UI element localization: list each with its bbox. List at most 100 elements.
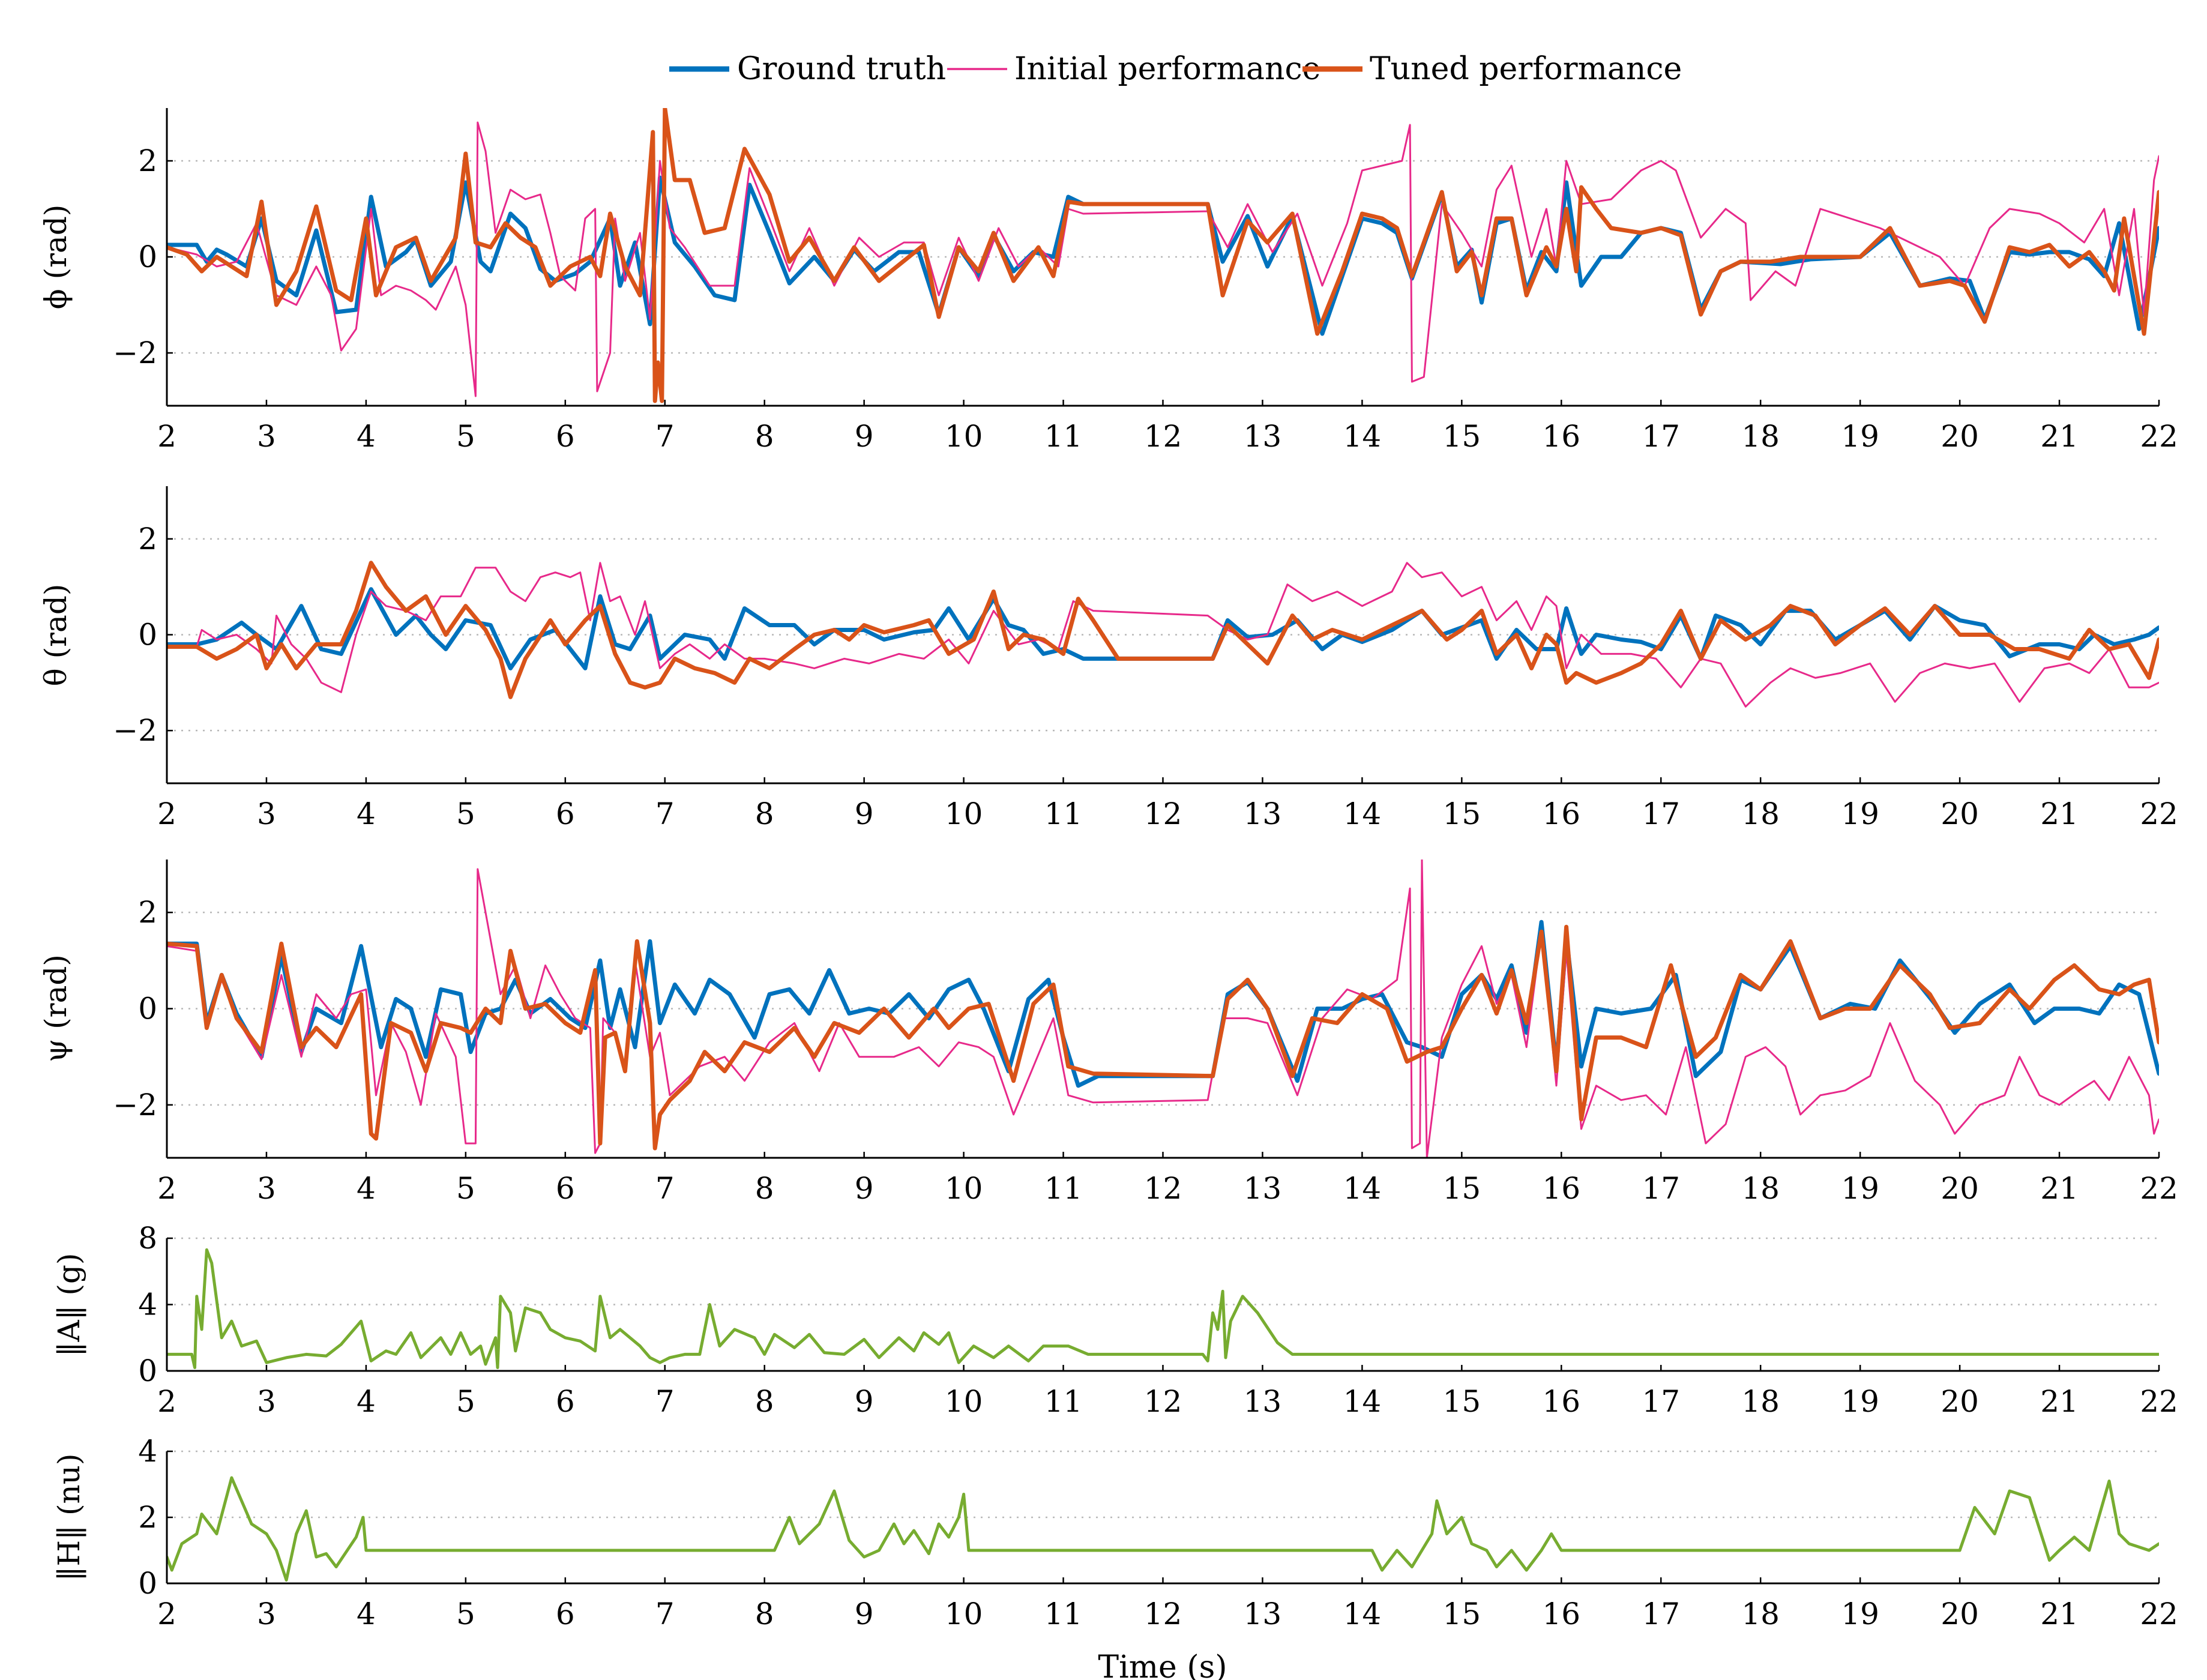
psi-x-tick-label-7: 9	[855, 1171, 874, 1206]
phi-x-tick-label-6: 8	[755, 419, 774, 454]
accel-x-tick-label-3: 5	[456, 1384, 475, 1419]
psi-x-tick-label-5: 7	[655, 1171, 675, 1206]
phi-x-tick-label-13: 15	[1443, 419, 1481, 454]
phi-x-tick-label-16: 18	[1741, 419, 1780, 454]
psi-x-tick-label-1: 3	[257, 1171, 276, 1206]
mag-grid	[167, 1450, 2159, 1585]
accel-x-ticks: 2 3 4 5 6 7 8 9 10 11 12 13 14 15 16 17 18 19 20 21 22	[157, 1365, 2178, 1419]
psi-series-gt	[167, 920, 2159, 1088]
accel-x-tick-label-10: 12	[1144, 1384, 1182, 1419]
mag-x-tick-label-19: 21	[2040, 1597, 2079, 1631]
phi-x-tick-label-11: 13	[1244, 419, 1282, 454]
mag-x-tick-label-14: 16	[1542, 1597, 1580, 1631]
mag-y-tick-label-2: 4	[138, 1434, 157, 1469]
legend-label-tuned: Tuned performance	[1370, 51, 1682, 87]
phi-y-tick-label-1: 0	[138, 239, 157, 274]
theta-y-tick-label-0: −2	[113, 713, 157, 748]
accel-x-tick-label-4: 6	[556, 1384, 575, 1419]
psi-y-tick-label-2: 2	[138, 895, 157, 930]
phi-y-axis-label: ϕ (rad)	[38, 205, 73, 310]
accel-x-tick-label-8: 10	[945, 1384, 983, 1419]
theta-x-tick-label-13: 15	[1443, 796, 1481, 831]
phi-x-tick-label-15: 17	[1642, 419, 1680, 454]
mag-x-tick-label-3: 5	[456, 1597, 475, 1631]
accel-x-tick-label-17: 19	[1841, 1384, 1879, 1419]
psi-x-tick-label-16: 18	[1741, 1171, 1780, 1206]
phi-x-tick-label-12: 14	[1343, 419, 1382, 454]
phi-x-ticks: 2 3 4 5 6 7 8 9 10 11 12 13 14 15 16 17 18 19 20 21 22	[157, 400, 2178, 454]
accel-x-tick-label-12: 14	[1343, 1384, 1382, 1419]
psi-x-tick-label-18: 20	[1941, 1171, 1979, 1206]
theta-x-tick-label-9: 11	[1044, 796, 1083, 831]
psi-y-axis-label: ψ (rad)	[38, 954, 73, 1062]
accel-x-tick-label-5: 7	[655, 1384, 675, 1419]
panel-phi: −202 2 3 4 5 6 7 8 9 10 11 12 13 14 15 16 17 18 19 20 21 22 …	[38, 108, 2178, 454]
phi-x-tick-label-7: 9	[855, 419, 874, 454]
theta-x-tick-label-20: 22	[2140, 796, 2178, 831]
theta-plot-area	[167, 561, 2159, 708]
phi-x-tick-label-20: 22	[2140, 419, 2178, 454]
phi-x-tick-label-9: 11	[1044, 419, 1083, 454]
psi-x-tick-label-19: 21	[2040, 1171, 2079, 1206]
theta-x-tick-label-11: 13	[1244, 796, 1282, 831]
accel-plot-area	[167, 1248, 2159, 1369]
phi-series-tuned	[167, 108, 2159, 403]
mag-x-tick-label-15: 17	[1642, 1597, 1680, 1631]
phi-x-tick-label-17: 19	[1841, 419, 1879, 454]
phi-x-tick-label-1: 3	[257, 419, 276, 454]
mag-series-mag	[167, 1476, 2159, 1582]
accel-x-tick-label-1: 3	[257, 1384, 276, 1419]
theta-x-tick-label-15: 17	[1642, 796, 1680, 831]
accel-x-tick-label-14: 16	[1542, 1384, 1580, 1419]
psi-y-ticks: −2 0 2	[113, 895, 173, 1122]
psi-x-tick-label-0: 2	[157, 1171, 176, 1206]
x-axis-label: Time (s)	[1098, 1649, 1227, 1680]
psi-x-tick-label-20: 22	[2140, 1171, 2178, 1206]
accel-grid	[167, 1237, 2159, 1372]
theta-x-ticks: 2 3 4 5 6 7 8 9 10 11 12 13 14 15 16 17 18 19 20 21 22	[157, 777, 2178, 831]
panel-psi: −202 2 3 4 5 6 7 8 9 10 11 12 13 14 15 16 17 18 19 20 21 22 …	[38, 860, 2178, 1206]
phi-y-tick-label-0: −2	[113, 336, 157, 370]
mag-y-tick-label-0: 0	[138, 1566, 157, 1601]
mag-plot-area	[167, 1476, 2159, 1582]
mag-y-ticks: 0 2 4	[138, 1434, 173, 1601]
psi-x-tick-label-15: 17	[1642, 1171, 1680, 1206]
psi-x-tick-label-12: 14	[1343, 1171, 1382, 1206]
psi-x-tick-label-13: 15	[1443, 1171, 1481, 1206]
theta-x-tick-label-1: 3	[257, 796, 276, 831]
legend: Ground truth Initial performance Tuned p…	[669, 51, 1682, 87]
phi-x-tick-label-0: 2	[157, 419, 176, 454]
phi-x-tick-label-5: 7	[655, 419, 675, 454]
mag-x-tick-label-6: 8	[755, 1597, 774, 1631]
theta-x-tick-label-12: 14	[1343, 796, 1382, 831]
phi-y-ticks: −2 0 2	[113, 143, 173, 370]
mag-x-tick-label-4: 6	[556, 1597, 575, 1631]
psi-y-tick-label-0: −2	[113, 1088, 157, 1122]
phi-x-tick-label-19: 21	[2040, 419, 2079, 454]
psi-y-tick-label-1: 0	[138, 992, 157, 1026]
psi-series-tuned	[167, 924, 2159, 1151]
theta-series-tuned	[167, 561, 2159, 699]
accel-x-tick-label-6: 8	[755, 1384, 774, 1419]
psi-x-tick-label-8: 10	[945, 1171, 983, 1206]
theta-x-tick-label-8: 10	[945, 796, 983, 831]
mag-x-tick-label-9: 11	[1044, 1597, 1083, 1631]
psi-x-tick-label-4: 6	[556, 1171, 575, 1206]
mag-x-tick-label-2: 4	[357, 1597, 376, 1631]
phi-y-tick-label-2: 2	[138, 143, 157, 178]
panel-mag: 024 2 3 4 5 6 7 8 9 10 11 12 13 14 15 16 17 18 19 20 21 22 ‖…	[52, 1434, 2178, 1631]
phi-x-tick-label-8: 10	[945, 419, 983, 454]
phi-grid	[167, 160, 2159, 354]
accel-y-axis-label: ‖A‖ (g)	[52, 1253, 86, 1356]
mag-x-tick-label-7: 9	[855, 1597, 874, 1631]
theta-x-tick-label-2: 4	[357, 796, 376, 831]
theta-y-tick-label-1: 0	[138, 618, 157, 652]
psi-x-tick-label-9: 11	[1044, 1171, 1083, 1206]
theta-x-tick-label-19: 21	[2040, 796, 2079, 831]
phi-series-init	[167, 121, 2159, 397]
psi-x-tick-label-11: 13	[1244, 1171, 1282, 1206]
legend-label-gt: Ground truth	[737, 51, 946, 87]
phi-x-tick-label-4: 6	[556, 419, 575, 454]
phi-x-tick-label-18: 20	[1941, 419, 1979, 454]
